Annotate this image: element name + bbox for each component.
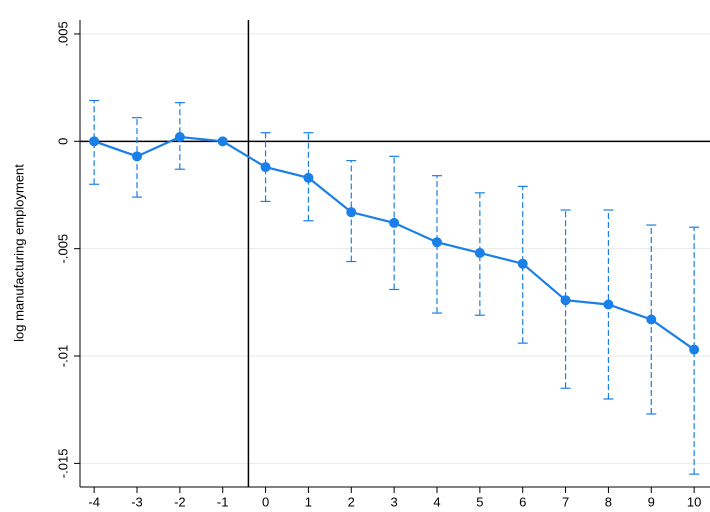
point — [217, 136, 228, 147]
x-tick-label: 6 — [519, 494, 526, 509]
x-tick-label: 7 — [562, 494, 569, 509]
y-tick-label: .005 — [55, 21, 70, 46]
point — [646, 314, 657, 325]
point — [432, 237, 442, 248]
x-tick-label: 0 — [262, 494, 269, 509]
point — [89, 136, 100, 147]
point — [260, 162, 271, 173]
x-tick-label: 10 — [687, 494, 701, 509]
x-tick-label: 1 — [305, 494, 312, 509]
y-tick-label: -.015 — [55, 449, 70, 479]
point — [346, 207, 357, 218]
x-tick-label: 2 — [348, 494, 355, 509]
point — [174, 132, 185, 143]
x-tick-label: 3 — [391, 494, 398, 509]
point — [560, 295, 571, 306]
x-tick-label: 8 — [605, 494, 612, 509]
point — [517, 258, 528, 269]
x-tick-label: -1 — [217, 494, 229, 509]
x-tick-label: -3 — [131, 494, 143, 509]
point — [603, 299, 614, 310]
y-axis-label: log manufacturing employment — [11, 164, 26, 342]
point — [689, 344, 700, 355]
x-tick-label: 4 — [433, 494, 440, 509]
point — [132, 151, 142, 162]
y-tick-label: 0 — [55, 138, 70, 145]
y-tick-label: -.01 — [55, 345, 70, 367]
point — [389, 217, 400, 228]
x-tick-label: 5 — [476, 494, 483, 509]
x-tick-label: -2 — [174, 494, 186, 509]
x-tick-label: -4 — [88, 494, 100, 509]
point — [474, 247, 485, 258]
y-tick-label: -.005 — [55, 234, 70, 264]
x-tick-label: 9 — [648, 494, 655, 509]
point — [303, 172, 314, 183]
